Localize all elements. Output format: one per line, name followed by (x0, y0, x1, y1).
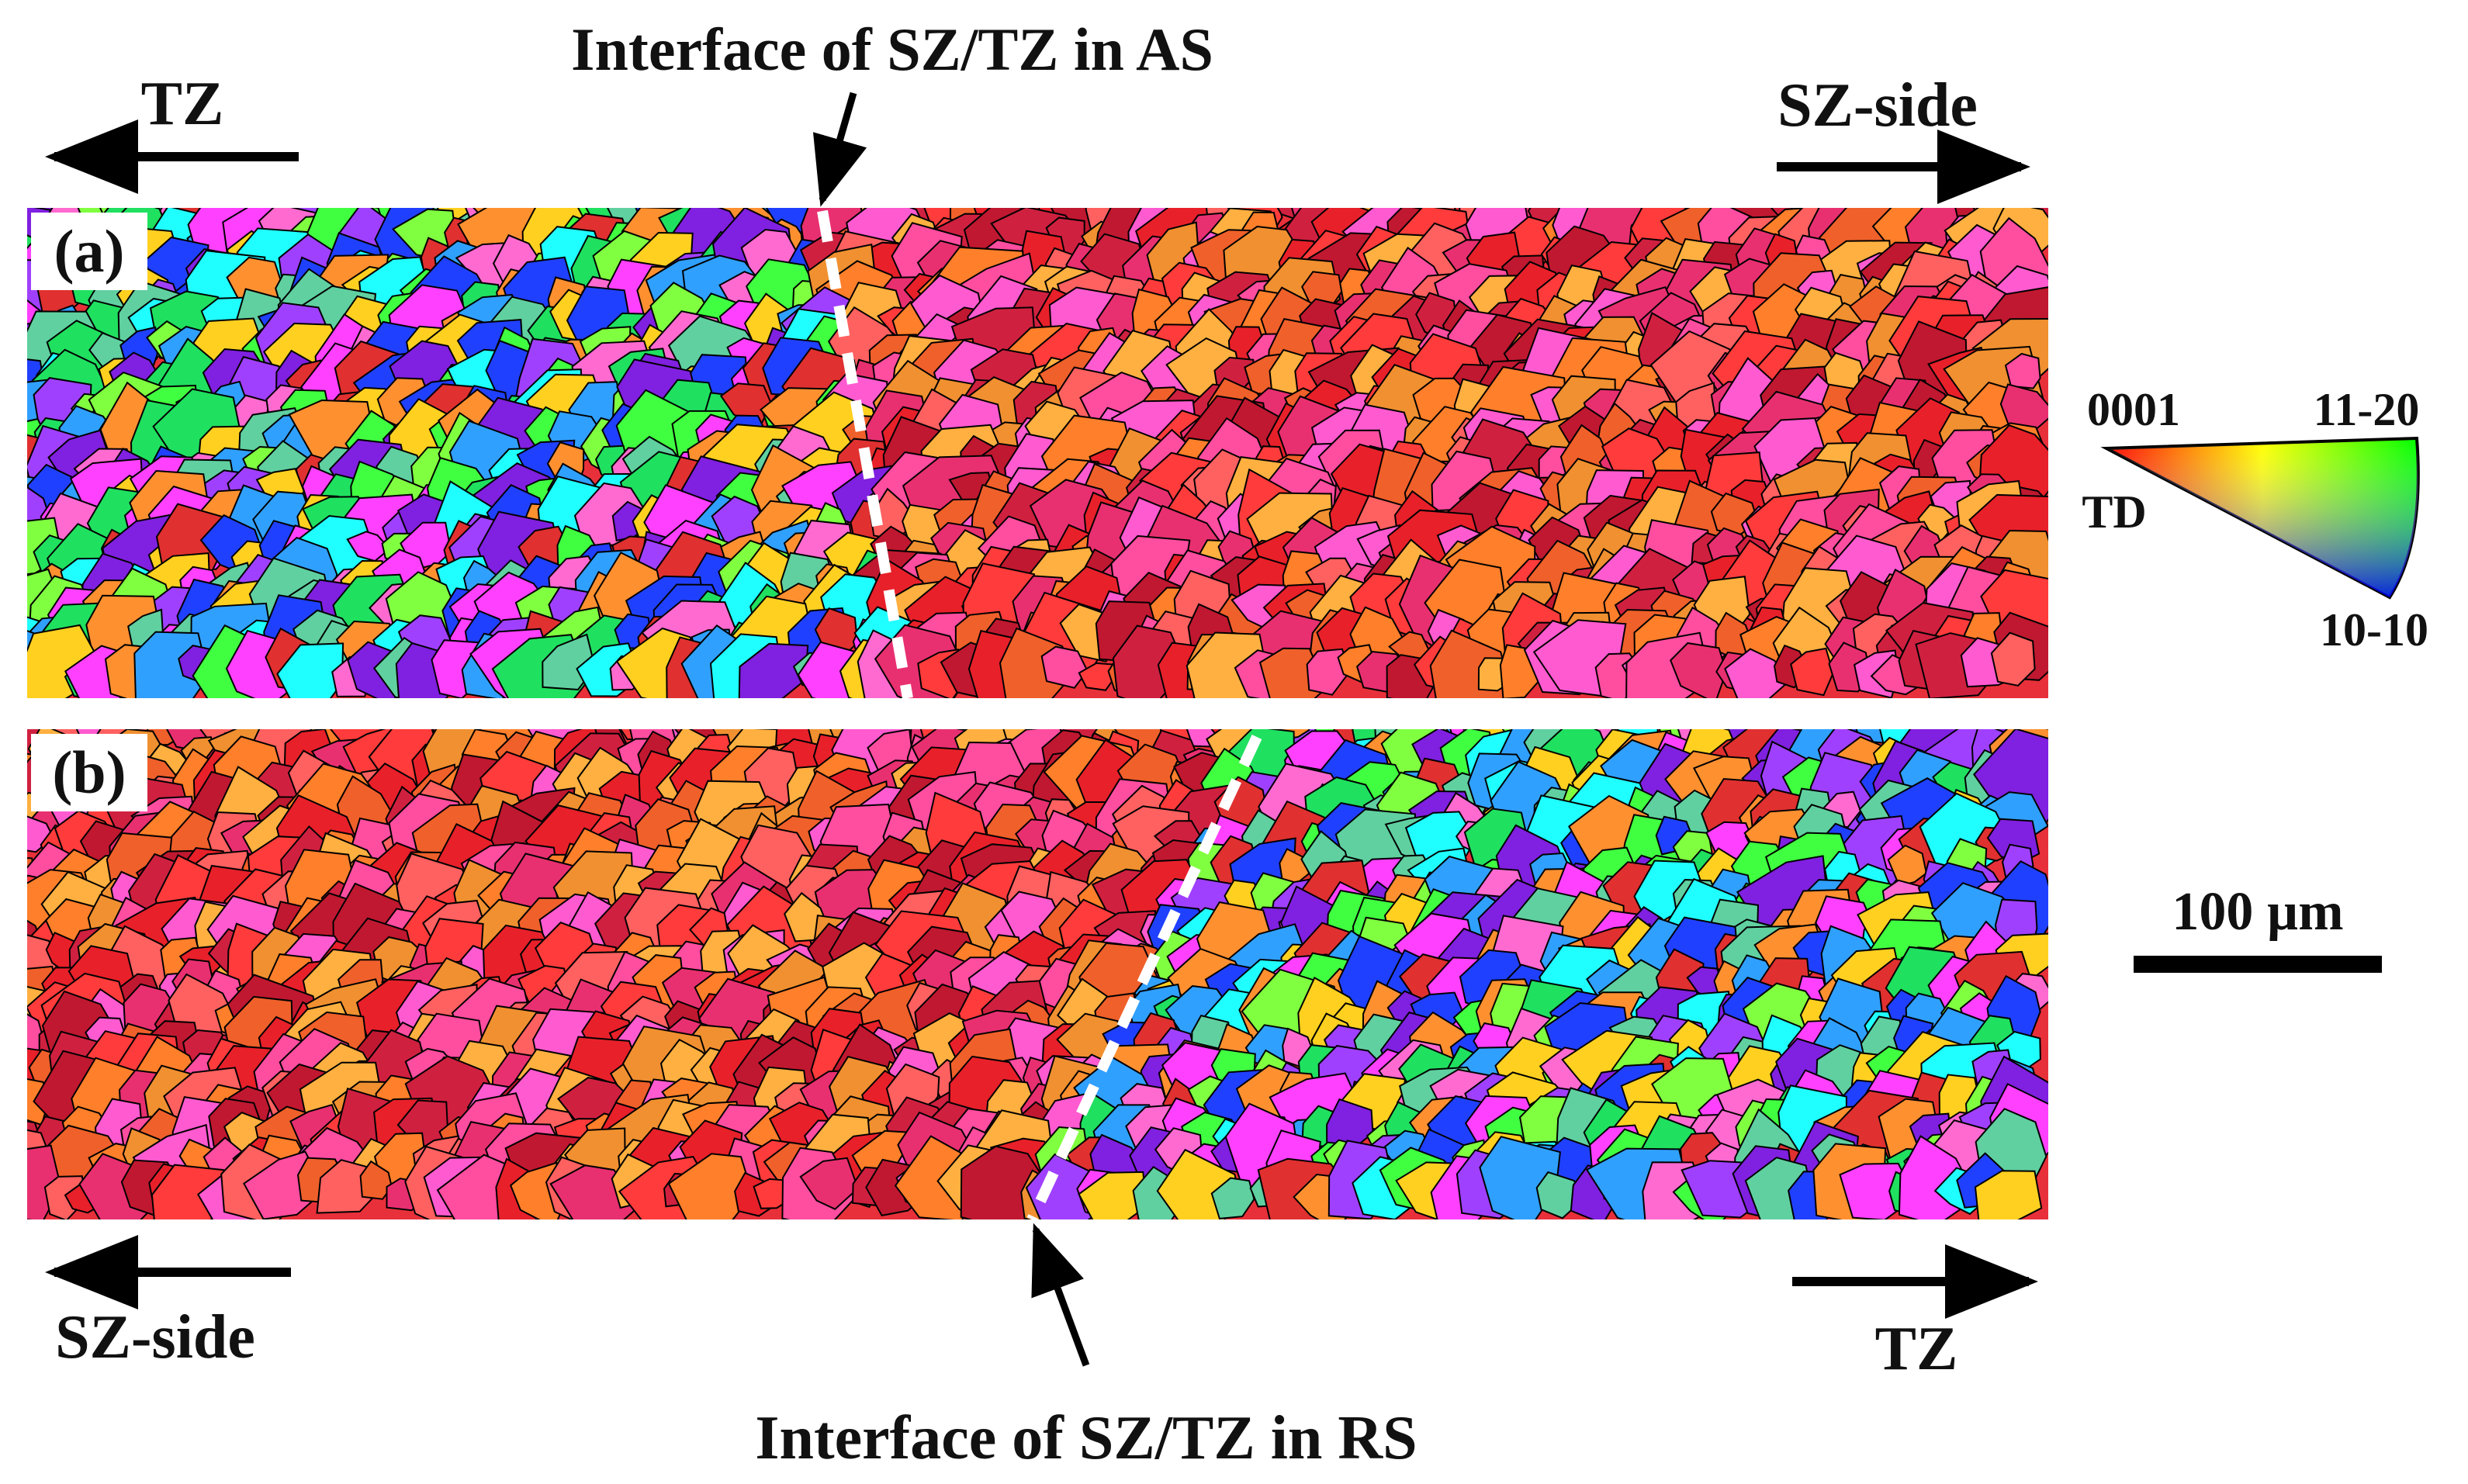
panel-a-right-arrow-label: SZ-side (1777, 71, 1978, 140)
grain (276, 642, 344, 698)
grain (1887, 844, 1928, 887)
scale-bar-label: 100 µm (2172, 882, 2343, 942)
grain (667, 1153, 754, 1219)
interface-line-a (817, 209, 913, 700)
ipf-color-legend: 0001 11-20 TD 10-10 (2082, 384, 2428, 656)
legend-1010-label: 10-10 (2320, 604, 2428, 656)
interface-as-pointer (812, 92, 867, 207)
grain (1078, 1171, 1147, 1219)
grain (1790, 647, 1834, 697)
panel-b-tag-box (31, 734, 147, 811)
panel-a-tag: (a) (54, 217, 125, 285)
grain (1210, 1177, 1255, 1219)
panel-b-tag: (b) (52, 739, 126, 806)
grain (1974, 1170, 2043, 1219)
grain (799, 1157, 859, 1210)
grain (1670, 642, 1727, 698)
interface-rs-pointer (1031, 1223, 1090, 1367)
grain (738, 642, 809, 698)
panel-a-tag-box (31, 213, 147, 290)
panel-b-right-arrow-label: TZ (1875, 1315, 1958, 1383)
legend-0001-label: 0001 (2087, 384, 2180, 435)
legend-1120-label: 11-20 (2314, 384, 2420, 435)
legend-td-label: TD (2082, 486, 2146, 538)
grain (1040, 645, 1089, 689)
grain (1724, 648, 1791, 698)
grain (2004, 352, 2041, 389)
interface-as-label: Interface of SZ/TZ in AS (571, 16, 1213, 83)
interface-line-b (1026, 735, 1262, 1222)
grain (1990, 631, 2036, 687)
panel-a-left-arrow-label: TZ (141, 70, 224, 138)
panel-b-left-arrow-label: SZ-side (55, 1303, 255, 1372)
grain (359, 1160, 393, 1200)
scale-bar (2134, 956, 2382, 973)
grain (27, 815, 54, 853)
interface-rs-label: Interface of SZ/TZ in RS (755, 1404, 1417, 1472)
ebsd-map-b (27, 729, 2048, 1219)
ebsd-map-a (27, 208, 2048, 698)
